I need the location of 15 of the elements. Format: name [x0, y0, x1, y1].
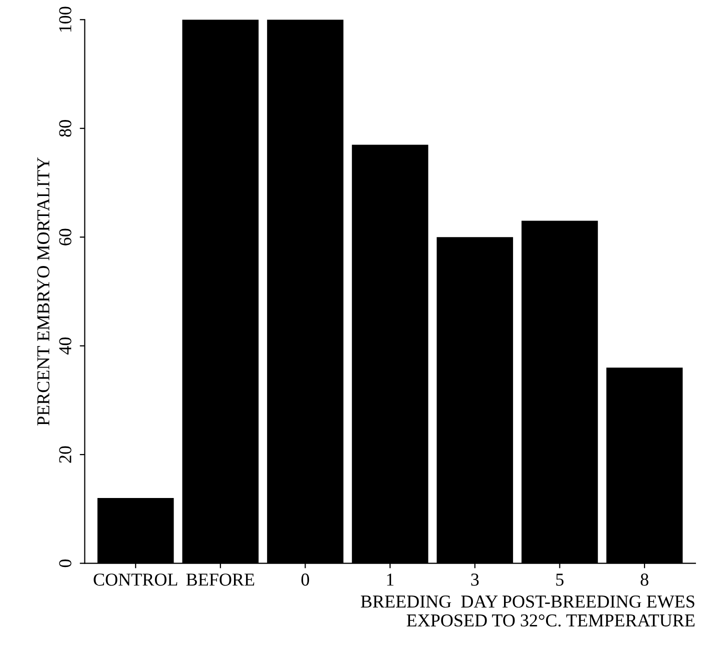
x-tick-label: BEFORE: [186, 574, 254, 586]
y-tick-label: 0: [59, 559, 72, 568]
y-tick-label: 80: [59, 120, 72, 137]
x-tick-label: 0: [301, 574, 310, 586]
x-axis-title: BREEDING DAY POST-BREEDING EWES EXPOSED TO 32°C. TEMPERATURE: [360, 596, 695, 627]
x-tick-label: CONTROL: [94, 574, 178, 586]
y-tick-label: 40: [59, 338, 72, 355]
x-tick-label: 5: [556, 574, 564, 586]
y-tick-label: 60: [59, 228, 72, 246]
x-tick-label: 1: [387, 574, 394, 586]
y-tick-label: 20: [59, 446, 72, 463]
y-tick-label: 100: [59, 6, 72, 32]
x-tick-label: 3: [471, 574, 479, 586]
x-tick-label: 8: [640, 574, 648, 586]
y-axis-title: PERCENT EMBRYO MORTALITY: [37, 157, 50, 426]
